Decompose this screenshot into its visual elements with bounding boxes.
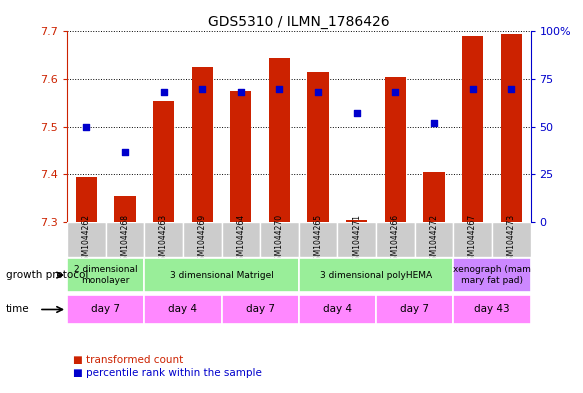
Bar [501, 34, 522, 222]
Point [352, 110, 361, 117]
Text: GSM1044273: GSM1044273 [507, 214, 516, 265]
Text: day 43: day 43 [474, 305, 510, 314]
Text: GSM1044269: GSM1044269 [198, 214, 207, 265]
Point [391, 89, 400, 95]
Text: day 7: day 7 [245, 305, 275, 314]
Text: 2 dimensional
monolayer: 2 dimensional monolayer [74, 265, 138, 285]
Point [468, 86, 477, 92]
Bar [454, 258, 531, 292]
Bar [385, 77, 406, 222]
Bar [415, 222, 453, 257]
Bar [260, 222, 298, 257]
Bar [298, 296, 376, 324]
Bar [230, 91, 251, 222]
Point [314, 89, 323, 95]
Bar [114, 196, 136, 222]
Text: GSM1044270: GSM1044270 [275, 214, 284, 265]
Title: GDS5310 / ILMN_1786426: GDS5310 / ILMN_1786426 [208, 15, 389, 29]
Bar [423, 172, 445, 222]
Text: day 4: day 4 [168, 305, 198, 314]
Text: day 4: day 4 [323, 305, 352, 314]
Bar [376, 296, 454, 324]
Bar [307, 72, 329, 222]
Bar [144, 222, 183, 257]
Point [429, 120, 438, 126]
Text: GSM1044272: GSM1044272 [430, 214, 438, 265]
Point [198, 86, 207, 92]
Text: GSM1044265: GSM1044265 [314, 214, 322, 265]
Text: ■ percentile rank within the sample: ■ percentile rank within the sample [73, 368, 262, 378]
Bar [222, 296, 298, 324]
Text: GSM1044263: GSM1044263 [159, 214, 168, 265]
Bar [269, 58, 290, 222]
Bar [346, 220, 367, 222]
Text: xenograph (mam
mary fat pad): xenograph (mam mary fat pad) [453, 265, 531, 285]
Text: day 7: day 7 [91, 305, 120, 314]
Bar [298, 222, 338, 257]
Bar [106, 222, 144, 257]
Point [159, 89, 168, 95]
Bar [298, 258, 453, 292]
Bar [492, 222, 531, 257]
Text: GSM1044268: GSM1044268 [121, 214, 129, 265]
Bar [67, 222, 106, 257]
Bar [67, 258, 144, 292]
Text: GSM1044264: GSM1044264 [236, 214, 245, 265]
Point [120, 149, 129, 155]
Bar [462, 36, 483, 222]
Text: time: time [6, 305, 30, 314]
Bar [76, 177, 97, 222]
Text: growth protocol: growth protocol [6, 270, 88, 280]
Point [275, 86, 284, 92]
Bar [454, 222, 492, 257]
Text: GSM1044267: GSM1044267 [468, 214, 477, 265]
Bar [454, 296, 531, 324]
Bar [222, 222, 260, 257]
Bar [67, 296, 144, 324]
Text: 3 dimensional polyHEMA: 3 dimensional polyHEMA [320, 271, 432, 279]
Bar [338, 222, 376, 257]
Point [507, 86, 516, 92]
Bar [144, 258, 298, 292]
Point [82, 123, 91, 130]
Text: 3 dimensional Matrigel: 3 dimensional Matrigel [170, 271, 273, 279]
Text: GSM1044271: GSM1044271 [352, 214, 361, 265]
Text: GSM1044262: GSM1044262 [82, 214, 91, 265]
Point [236, 89, 245, 95]
Bar [153, 101, 174, 222]
Bar [183, 222, 222, 257]
Text: ■ transformed count: ■ transformed count [73, 354, 183, 365]
Bar [376, 222, 415, 257]
Text: GSM1044266: GSM1044266 [391, 214, 400, 265]
Bar [144, 296, 222, 324]
Text: day 7: day 7 [400, 305, 429, 314]
Bar [192, 67, 213, 222]
